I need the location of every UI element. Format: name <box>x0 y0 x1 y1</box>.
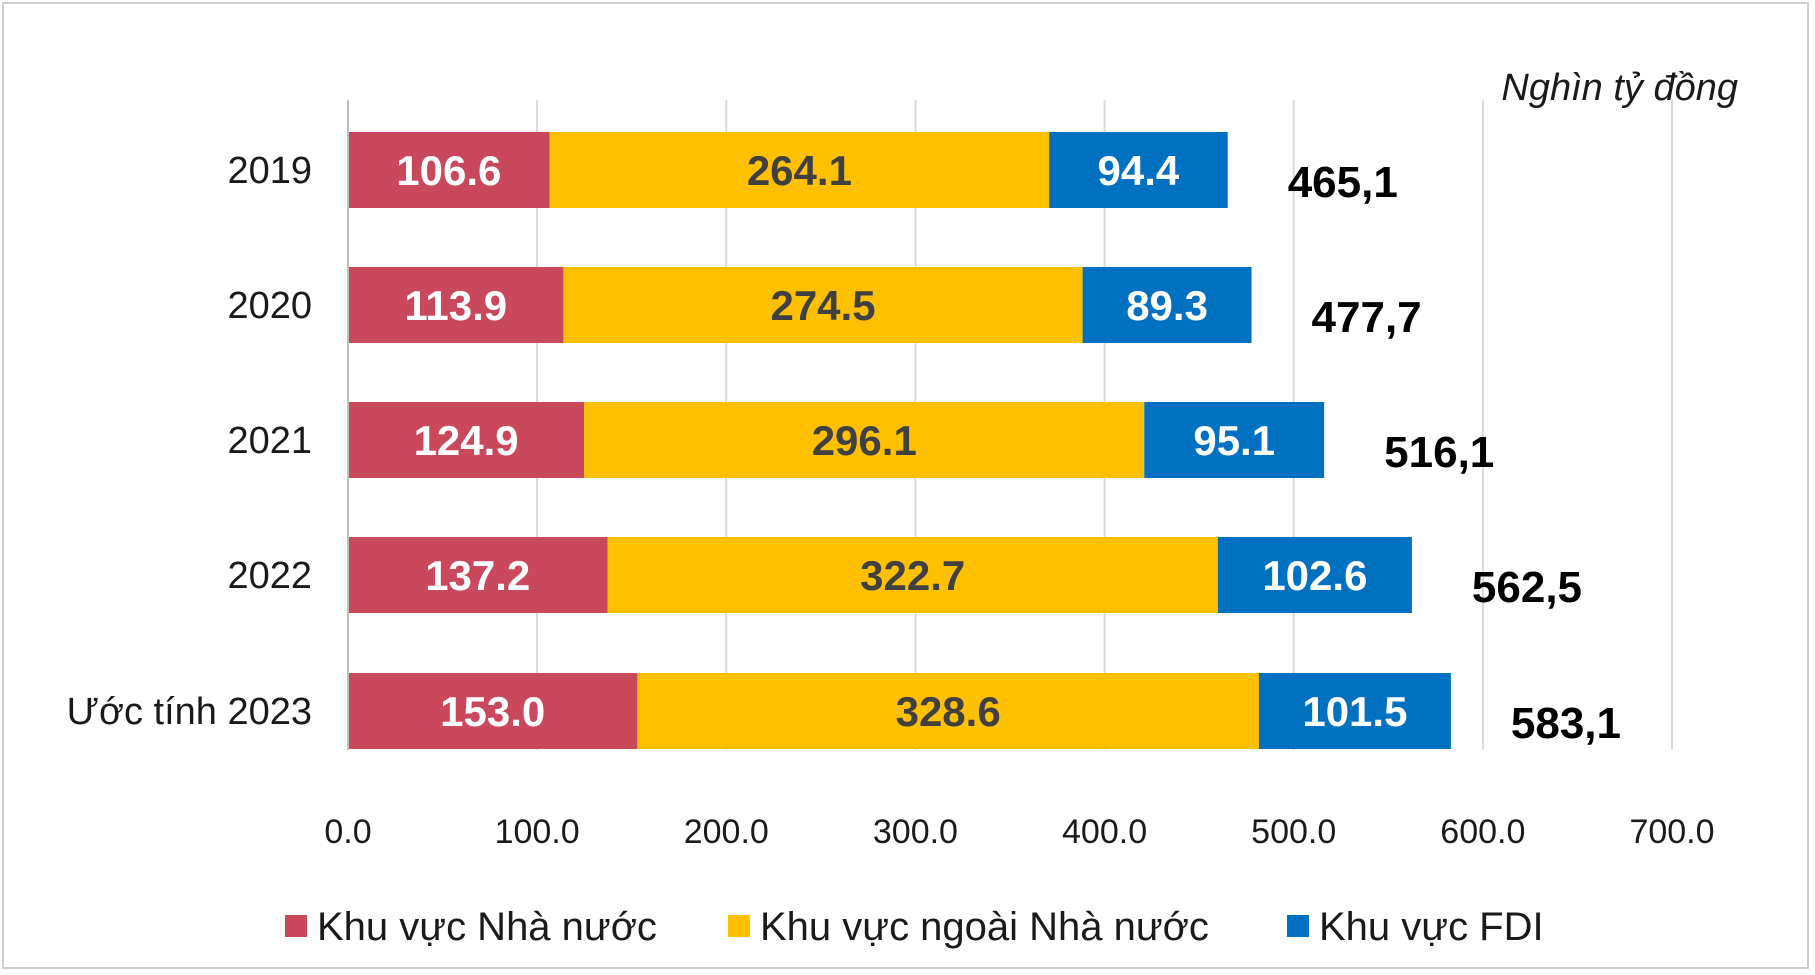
data-labels: 106.6 264.1 94.4 465,1 113.9 274.5 89.3 477,7 12… <box>396 147 1621 748</box>
legend-swatch <box>728 915 750 937</box>
bar-segment <box>348 402 585 478</box>
segment-value-label: 296.1 <box>812 417 917 464</box>
category-label: 2019 <box>227 150 312 192</box>
segment-value-label: 274.5 <box>770 282 875 329</box>
x-tick-label: 200.0 <box>684 813 769 851</box>
segment-value-label: 137.2 <box>425 552 530 599</box>
segment-value-label: 106.6 <box>396 147 501 194</box>
bar-segment <box>584 402 1145 478</box>
legend-label: Khu vực Nhà nước <box>317 905 657 949</box>
bar-segment <box>348 132 550 208</box>
segment-value-label: 89.3 <box>1126 282 1208 329</box>
bar-segment <box>1258 673 1451 749</box>
x-tick-label: 100.0 <box>495 813 580 851</box>
x-tick-label: 300.0 <box>873 813 958 851</box>
segment-value-label: 322.7 <box>860 552 965 599</box>
total-label: 562,5 <box>1472 563 1582 612</box>
category-label: 2022 <box>227 555 312 597</box>
bar-segment <box>1144 402 1325 478</box>
bar-segment <box>637 673 1259 749</box>
bar-segment <box>549 132 1050 208</box>
bar-segment <box>348 267 564 343</box>
legend: Khu vực Nhà nước Khu vực ngoài Nhà nước Kh… <box>285 905 1544 949</box>
legend-swatch <box>1287 915 1309 937</box>
legend-swatch <box>285 915 307 937</box>
axes: 0.0 100.0 200.0 300.0 400.0 500.0 600.0 700.0 20… <box>67 100 1715 851</box>
bar-segment <box>348 673 638 749</box>
x-tick-label: 0.0 <box>324 813 371 851</box>
total-label: 583,1 <box>1511 699 1621 748</box>
bar-segment <box>607 537 1218 613</box>
segment-value-label: 124.9 <box>414 417 519 464</box>
segment-value-label: 95.1 <box>1193 417 1275 464</box>
segment-value-label: 101.5 <box>1302 688 1407 735</box>
category-label: 2020 <box>227 285 312 327</box>
total-label: 477,7 <box>1312 293 1422 342</box>
category-label: Ước tính 2023 <box>67 691 312 733</box>
unit-label: Nghìn tỷ đồng <box>1501 67 1738 109</box>
x-tick-label: 500.0 <box>1251 813 1336 851</box>
legend-label: Khu vực ngoài Nhà nước <box>760 905 1209 949</box>
segment-value-label: 328.6 <box>896 688 1001 735</box>
segment-value-label: 153.0 <box>440 688 545 735</box>
legend-label: Khu vực FDI <box>1319 905 1544 949</box>
bar-segment <box>348 537 608 613</box>
total-label: 465,1 <box>1288 158 1398 207</box>
bars <box>348 132 1451 749</box>
bar-segment <box>1049 132 1228 208</box>
total-label: 516,1 <box>1384 428 1494 477</box>
x-tick-label: 600.0 <box>1440 813 1525 851</box>
category-label: 2021 <box>227 420 312 462</box>
segment-value-label: 264.1 <box>747 147 852 194</box>
segment-value-label: 113.9 <box>404 282 507 329</box>
x-tick-label: 700.0 <box>1629 813 1714 851</box>
segment-value-label: 102.6 <box>1262 552 1367 599</box>
x-tick-label: 400.0 <box>1062 813 1147 851</box>
bar-segment <box>1217 537 1412 613</box>
bar-segment <box>1082 267 1252 343</box>
bar-segment <box>563 267 1083 343</box>
segment-value-label: 94.4 <box>1098 147 1180 194</box>
